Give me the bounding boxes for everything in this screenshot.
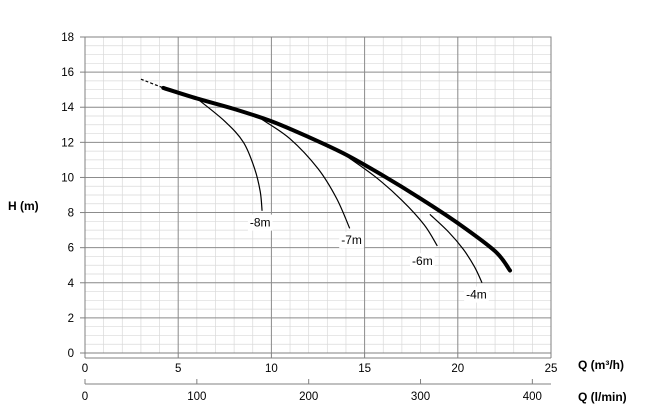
y-tick-label: 12	[61, 137, 74, 149]
curve-label: -6m	[412, 254, 433, 268]
y-tick-label: 6	[68, 243, 74, 255]
y-tick-label: 8	[68, 208, 74, 220]
curve-labels: -8m -7m -6m -4m	[247, 214, 489, 303]
x-tick-label-m3h: 5	[175, 363, 181, 375]
x-axis-ticks-m3h: 0 5 10 15 20 25	[82, 353, 558, 375]
curve-label-background	[464, 286, 489, 303]
y-tick-label: 16	[61, 67, 74, 79]
x-tick-label-m3h: 20	[451, 363, 464, 375]
curve-label-background	[410, 253, 435, 270]
y-axis-ticks: 0 2 4 6 8 10 12 14 16 18	[61, 32, 85, 360]
suction-curve-minus-6m	[336, 148, 438, 247]
main-pump-curve	[161, 85, 512, 273]
y-tick-label: 4	[68, 278, 75, 290]
curve-label: -8m	[250, 216, 271, 230]
x-axis-ticks-lmin: 0 100 200 300 400	[82, 379, 551, 403]
y-axis-label: H (m)	[8, 199, 39, 213]
x-tick-label-lmin: 0	[82, 391, 88, 403]
x-tick-label-m3h: 15	[358, 363, 371, 375]
curve-label-background	[339, 232, 364, 249]
x-tick-label-lmin: 300	[411, 391, 430, 403]
x-tick-label-lmin: 400	[523, 391, 542, 403]
x-axis-label-lmin: Q (l/min)	[578, 390, 627, 404]
y-tick-label: 10	[61, 172, 74, 184]
curve-label: -4m	[466, 288, 487, 302]
x-axis-label-m3h: Q (m³/h)	[578, 358, 624, 372]
curve-label-background	[247, 214, 273, 231]
x-tick-label-lmin: 200	[299, 391, 318, 403]
plot-frame	[84, 36, 552, 354]
y-tick-label: 0	[68, 348, 74, 360]
x-tick-label-lmin: 100	[187, 391, 206, 403]
curves	[140, 78, 512, 284]
suction-curve-minus-8m	[196, 97, 263, 211]
curve-label: -7m	[341, 233, 362, 247]
suction-curve-minus-4m	[429, 213, 483, 284]
y-tick-label: 2	[68, 313, 74, 325]
x-tick-label-m3h: 25	[545, 363, 558, 375]
x-tick-label-m3h: 10	[265, 363, 278, 375]
x-tick-label-m3h: 0	[82, 363, 88, 375]
suction-curve-minus-7m	[261, 119, 351, 229]
y-tick-label: 14	[61, 102, 74, 114]
y-tick-label: 18	[61, 32, 74, 44]
